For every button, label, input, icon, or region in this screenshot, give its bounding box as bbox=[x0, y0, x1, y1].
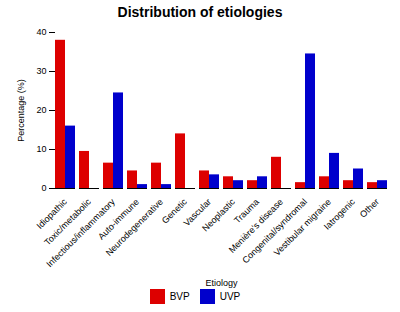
svg-text:Other: Other bbox=[358, 197, 381, 220]
svg-text:Neurodegenerative: Neurodegenerative bbox=[104, 197, 165, 258]
svg-text:10: 10 bbox=[36, 144, 46, 154]
svg-text:Auto-immune: Auto-immune bbox=[96, 196, 141, 242]
svg-text:Idiopathic: Idiopathic bbox=[34, 196, 69, 231]
svg-text:Menière's disease: Menière's disease bbox=[226, 196, 285, 255]
svg-text:Infectious/inflammatory: Infectious/inflammatory bbox=[44, 196, 117, 270]
svg-text:30: 30 bbox=[36, 66, 46, 76]
svg-text:Genetic: Genetic bbox=[159, 196, 189, 226]
svg-text:Neoplastic: Neoplastic bbox=[200, 196, 237, 233]
svg-text:Etiology: Etiology bbox=[205, 278, 238, 288]
svg-text:Vestibular migraine: Vestibular migraine bbox=[271, 196, 333, 258]
svg-text:Trauma: Trauma bbox=[232, 196, 261, 226]
html-text:UVP: UVP bbox=[219, 291, 241, 302]
svg-text:Toxic/metabolic: Toxic/metabolic bbox=[42, 196, 93, 248]
svg-text:40: 40 bbox=[36, 27, 46, 37]
svg-text:20: 20 bbox=[36, 105, 46, 115]
html-text:BVP: BVP bbox=[169, 291, 190, 302]
svg-text:Vascular: Vascular bbox=[181, 196, 213, 229]
svg-text:Congenital/syndromal: Congenital/syndromal bbox=[240, 196, 309, 266]
html-text:Distribution of etiologies: Distribution of etiologies bbox=[117, 4, 283, 20]
svg-text:Iatrogenic: Iatrogenic bbox=[322, 196, 357, 231]
svg-text:0: 0 bbox=[41, 183, 46, 193]
svg-text:Percentage (%): Percentage (%) bbox=[16, 79, 26, 142]
